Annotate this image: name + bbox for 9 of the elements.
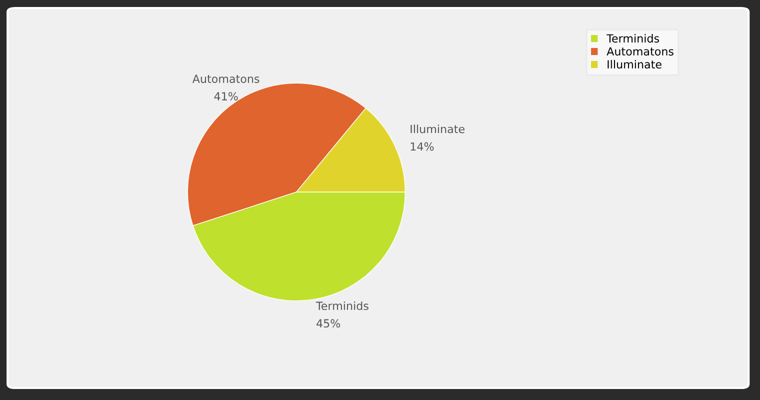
data-label: 45% (316, 319, 340, 328)
data-label: 14% (410, 142, 434, 151)
slice-label: Automatons (192, 74, 260, 83)
data-label: 41% (214, 92, 238, 100)
legend-label: Illuminate (608, 60, 662, 69)
legend-label: Automatons (606, 47, 674, 56)
slice-label: Terminids (316, 301, 368, 310)
slice-label: Illuminate (410, 124, 464, 134)
legend-label: Terminids (606, 34, 660, 43)
